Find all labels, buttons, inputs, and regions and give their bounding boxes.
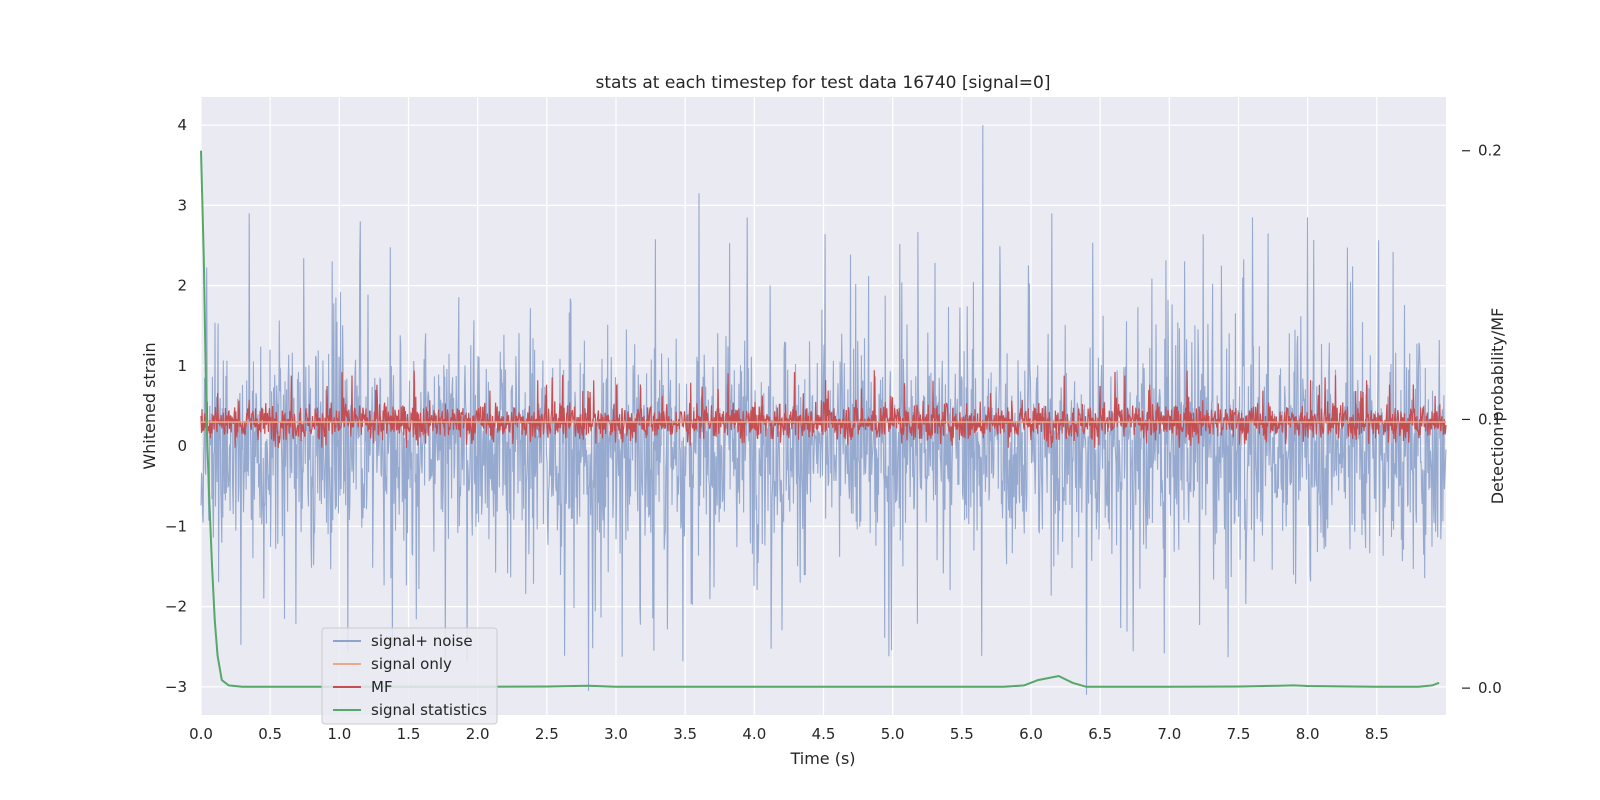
x-tick-label: 0.0 [189, 725, 213, 743]
legend-label-signal-noise: signal+ noise [371, 632, 473, 650]
x-tick-label: 2.5 [535, 725, 559, 743]
y2-tick-label: 0.1 [1478, 410, 1502, 428]
x-tick-label: 1.0 [327, 725, 351, 743]
x-axis-ticks: 0.0 0.5 1.0 1.5 2.0 2.5 3.0 3.5 4.0 4.5 5.0 5.5 6.0 6… [189, 725, 1389, 743]
x-tick-label: 7.0 [1157, 725, 1181, 743]
y-tick-label: 1 [177, 357, 187, 375]
y2-axis-label: Detection probability/MF [1488, 308, 1507, 505]
y-tick-label: −3 [165, 678, 187, 696]
signal-noise-line [200, 125, 1447, 695]
y-tick-label: 2 [177, 277, 187, 295]
y-tick-label: 0 [177, 437, 187, 455]
mf-series [200, 370, 1447, 448]
legend-label-mf: MF [371, 678, 393, 696]
y-tick-label: 3 [177, 196, 187, 214]
x-tick-label: 0.5 [258, 725, 282, 743]
y-axis-ticks: 4 3 2 1 0 −1 −2 −3 [165, 116, 187, 696]
signal-statistics-line [200, 150, 1440, 688]
x-tick-label: 3.0 [604, 725, 628, 743]
y2-tick-label: 0.2 [1478, 142, 1502, 160]
x-tick-label: 4.0 [742, 725, 766, 743]
chart-title: stats at each timestep for test data 167… [596, 73, 1051, 93]
x-tick-label: 8.5 [1365, 725, 1389, 743]
signal-statistics-series [200, 150, 1440, 688]
x-tick-label: 8.0 [1296, 725, 1320, 743]
y-axis-label: Whitened strain [140, 342, 159, 469]
x-tick-label: 6.5 [1088, 725, 1112, 743]
x-axis-label: Time (s) [789, 749, 855, 768]
x-tick-label: 4.5 [812, 725, 836, 743]
x-tick-label: 5.0 [881, 725, 905, 743]
legend-label-signal-only: signal only [371, 655, 452, 673]
y2-tick-label: 0.0 [1478, 679, 1502, 697]
x-tick-label: 7.5 [1227, 725, 1251, 743]
x-tick-label: 1.5 [397, 725, 421, 743]
legend: signal+ noise signal only MF signal stat… [321, 627, 498, 725]
y-tick-label: 4 [177, 116, 187, 134]
x-tick-label: 5.5 [950, 725, 974, 743]
y2-axis-ticks: 0.2 0.1 0.0 [1462, 142, 1502, 697]
legend-box [321, 627, 498, 725]
x-tick-label: 6.0 [1019, 725, 1043, 743]
legend-label-signal-statistics: signal statistics [371, 701, 487, 719]
x-tick-label: 2.0 [466, 725, 490, 743]
signal-noise-series [200, 125, 1447, 695]
y-tick-label: −2 [165, 598, 187, 616]
x-tick-label: 3.5 [673, 725, 697, 743]
mf-line [200, 370, 1447, 448]
y-tick-label: −1 [165, 517, 187, 535]
